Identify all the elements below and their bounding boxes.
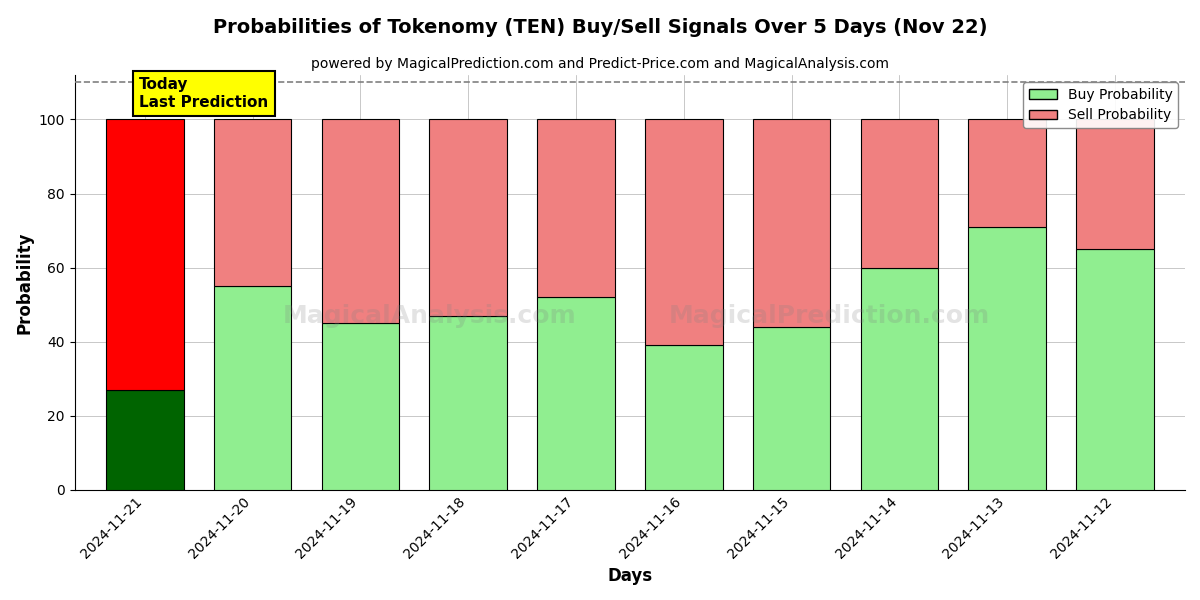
Bar xyxy=(214,286,292,490)
Bar xyxy=(968,227,1046,490)
X-axis label: Days: Days xyxy=(607,567,653,585)
Text: Probabilities of Tokenomy (TEN) Buy/Sell Signals Over 5 Days (Nov 22): Probabilities of Tokenomy (TEN) Buy/Sell… xyxy=(212,18,988,37)
Bar xyxy=(430,119,506,316)
Bar xyxy=(322,119,400,323)
Bar xyxy=(1076,249,1153,490)
Legend: Buy Probability, Sell Probability: Buy Probability, Sell Probability xyxy=(1024,82,1178,128)
Text: MagicalPrediction.com: MagicalPrediction.com xyxy=(670,304,990,328)
Bar xyxy=(860,119,938,268)
Bar xyxy=(322,323,400,490)
Bar xyxy=(538,119,614,297)
Text: Today
Last Prediction: Today Last Prediction xyxy=(139,77,269,110)
Bar xyxy=(752,119,830,327)
Bar xyxy=(538,297,614,490)
Bar xyxy=(968,119,1046,227)
Bar xyxy=(752,327,830,490)
Bar xyxy=(430,316,506,490)
Bar xyxy=(860,268,938,490)
Bar xyxy=(1076,119,1153,249)
Bar xyxy=(106,390,184,490)
Bar xyxy=(106,119,184,390)
Text: powered by MagicalPrediction.com and Predict-Price.com and MagicalAnalysis.com: powered by MagicalPrediction.com and Pre… xyxy=(311,57,889,71)
Bar xyxy=(644,346,722,490)
Text: MagicalAnalysis.com: MagicalAnalysis.com xyxy=(283,304,577,328)
Y-axis label: Probability: Probability xyxy=(16,231,34,334)
Bar xyxy=(644,119,722,346)
Bar xyxy=(214,119,292,286)
